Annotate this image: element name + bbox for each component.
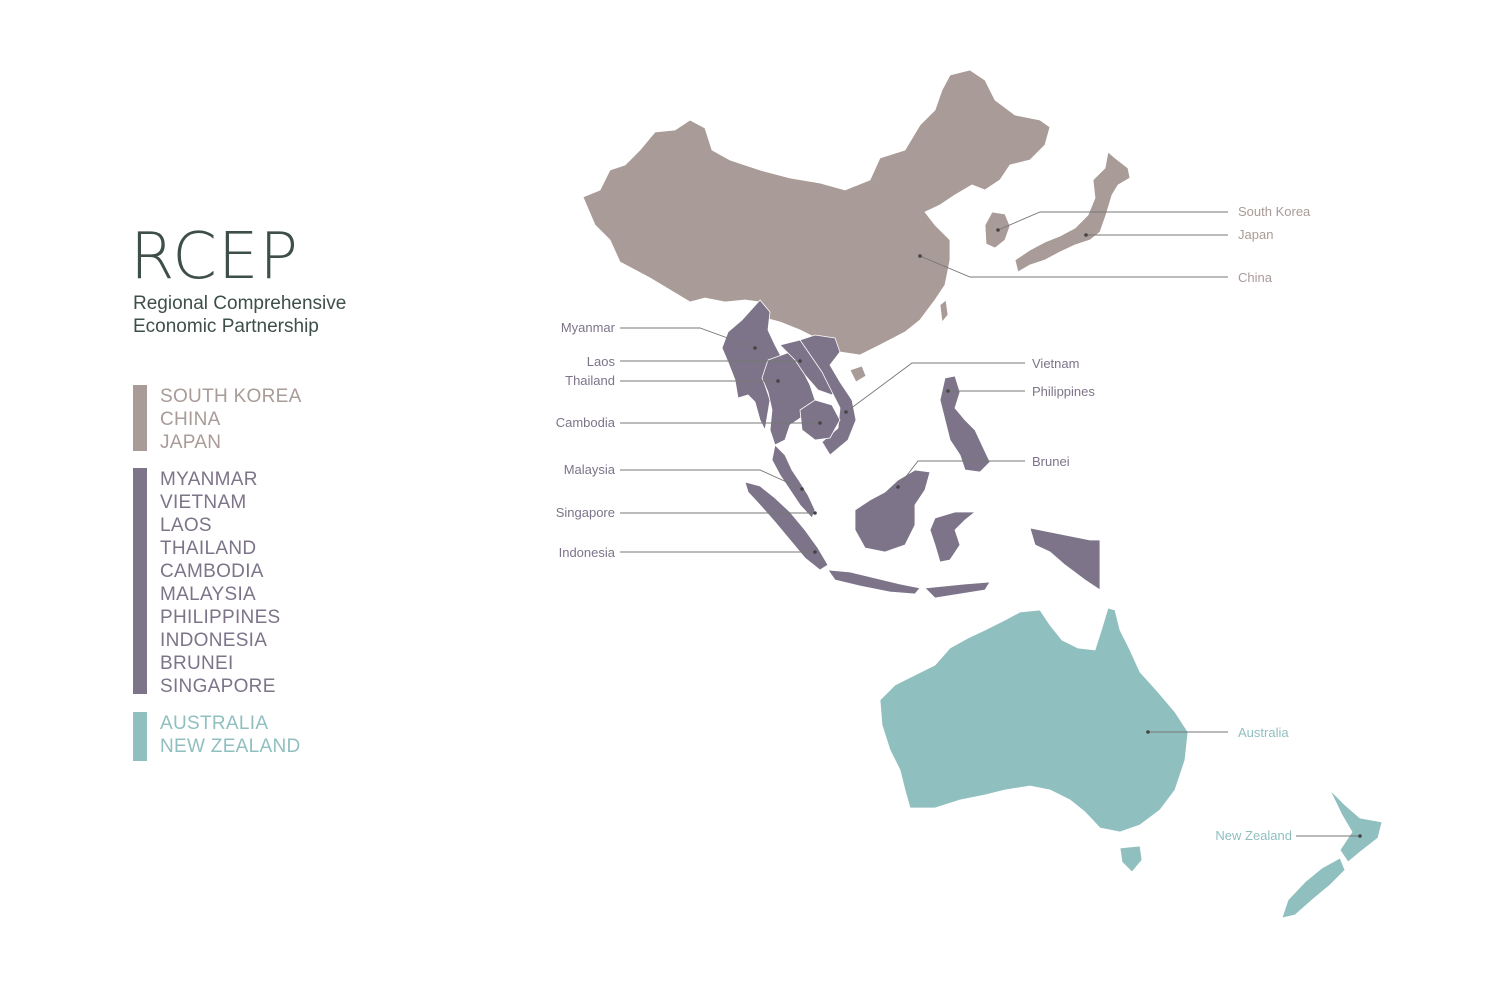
legend-group-oceania: AUSTRALIA NEW ZEALAND bbox=[133, 712, 301, 761]
label-laos: Laos bbox=[587, 354, 616, 369]
leader-line-malaysia bbox=[620, 469, 803, 490]
legend-item: SINGAPORE bbox=[160, 676, 276, 697]
legend-item: THAILAND bbox=[160, 538, 257, 559]
leader-dot-china bbox=[918, 254, 922, 258]
map-labels: South Korea Japan China Myanmar Laos Tha… bbox=[556, 204, 1311, 843]
subtitle-line: Regional Comprehensive bbox=[133, 293, 347, 314]
leader-dot-vietnam bbox=[844, 410, 848, 414]
label-australia: Australia bbox=[1238, 725, 1289, 740]
japan-region bbox=[1014, 151, 1131, 273]
page-title: RCEP bbox=[130, 220, 299, 294]
legend-item: BRUNEI bbox=[160, 653, 234, 674]
label-indonesia: Indonesia bbox=[559, 545, 616, 560]
new-zealand-south-island bbox=[1281, 857, 1346, 919]
legend-item: MYANMAR bbox=[160, 469, 258, 490]
leader-dot-myanmar bbox=[753, 346, 757, 350]
leader-dot-cambodia bbox=[818, 421, 822, 425]
legend-group-east-asia: SOUTH KOREA CHINA JAPAN bbox=[133, 385, 302, 453]
borneo-island bbox=[854, 469, 931, 553]
legend-item: NEW ZEALAND bbox=[160, 736, 301, 757]
leader-line-brunei bbox=[897, 460, 1025, 488]
sumatra-island bbox=[744, 481, 829, 571]
legend-item: PHILIPPINES bbox=[160, 607, 281, 628]
leader-dot-philippines bbox=[946, 389, 950, 393]
leader-lines bbox=[620, 211, 1362, 838]
malaysia-peninsula-region bbox=[771, 444, 816, 519]
leader-line-south-korea bbox=[997, 211, 1228, 231]
legend-item: AUSTRALIA bbox=[160, 713, 269, 734]
australia-region bbox=[879, 607, 1189, 833]
leader-dot-brunei bbox=[896, 485, 900, 489]
vietnam-region bbox=[799, 334, 857, 456]
label-china: China bbox=[1238, 270, 1273, 285]
label-vietnam: Vietnam bbox=[1032, 356, 1079, 371]
label-philippines: Philippines bbox=[1032, 384, 1095, 399]
papua-region bbox=[1029, 527, 1101, 591]
hainan-island bbox=[849, 365, 867, 383]
label-japan: Japan bbox=[1238, 227, 1273, 242]
leader-dot-malaysia bbox=[800, 487, 804, 491]
legend-item: SOUTH KOREA bbox=[160, 386, 302, 407]
legend-item: LAOS bbox=[160, 515, 212, 536]
legend-color-bar bbox=[133, 712, 147, 761]
label-malaysia: Malaysia bbox=[564, 462, 616, 477]
myanmar-region bbox=[721, 299, 783, 432]
china-region bbox=[582, 69, 1051, 356]
label-thailand: Thailand bbox=[565, 373, 615, 388]
leader-line-vietnam bbox=[845, 362, 1025, 413]
leader-line-myanmar bbox=[620, 327, 756, 349]
legend-item: CHINA bbox=[160, 409, 221, 430]
taiwan-island bbox=[939, 299, 949, 323]
label-new-zealand: New Zealand bbox=[1215, 828, 1292, 843]
leader-dot-singapore bbox=[813, 511, 817, 515]
legend-item: MALAYSIA bbox=[160, 584, 257, 605]
leader-dot-laos bbox=[798, 359, 802, 363]
new-zealand-north-island bbox=[1329, 789, 1383, 863]
legend-group-asean: MYANMAR VIETNAM LAOS THAILAND CAMBODIA M… bbox=[133, 468, 281, 697]
philippines-region bbox=[939, 375, 991, 473]
sulawesi-island bbox=[929, 511, 977, 563]
legend-item: CAMBODIA bbox=[160, 561, 264, 582]
legend-item: INDONESIA bbox=[160, 630, 268, 651]
legend-color-bar bbox=[133, 468, 147, 694]
tasmania-island bbox=[1119, 845, 1143, 873]
label-singapore: Singapore bbox=[556, 505, 615, 520]
leader-dot-australia bbox=[1146, 730, 1150, 734]
label-brunei: Brunei bbox=[1032, 454, 1070, 469]
legend-item: JAPAN bbox=[160, 432, 222, 453]
java-island bbox=[827, 569, 921, 595]
page-subtitle: Regional Comprehensive Economic Partners… bbox=[133, 292, 346, 338]
leader-dot-south-korea bbox=[996, 228, 1000, 232]
leader-dot-indonesia bbox=[813, 550, 817, 554]
lesser-sunda-islands bbox=[924, 581, 991, 599]
cambodia-region bbox=[799, 399, 841, 441]
label-south-korea: South Korea bbox=[1238, 204, 1311, 219]
leader-dot-thailand bbox=[776, 379, 780, 383]
leader-line-china bbox=[919, 255, 1228, 278]
label-myanmar: Myanmar bbox=[561, 320, 616, 335]
subtitle-line: Economic Partnership bbox=[133, 316, 319, 337]
leader-dot-japan bbox=[1084, 233, 1088, 237]
label-cambodia: Cambodia bbox=[556, 415, 616, 430]
leader-dot-new-zealand bbox=[1358, 834, 1362, 838]
legend-color-bar bbox=[133, 385, 147, 451]
legend-item: VIETNAM bbox=[160, 492, 247, 513]
